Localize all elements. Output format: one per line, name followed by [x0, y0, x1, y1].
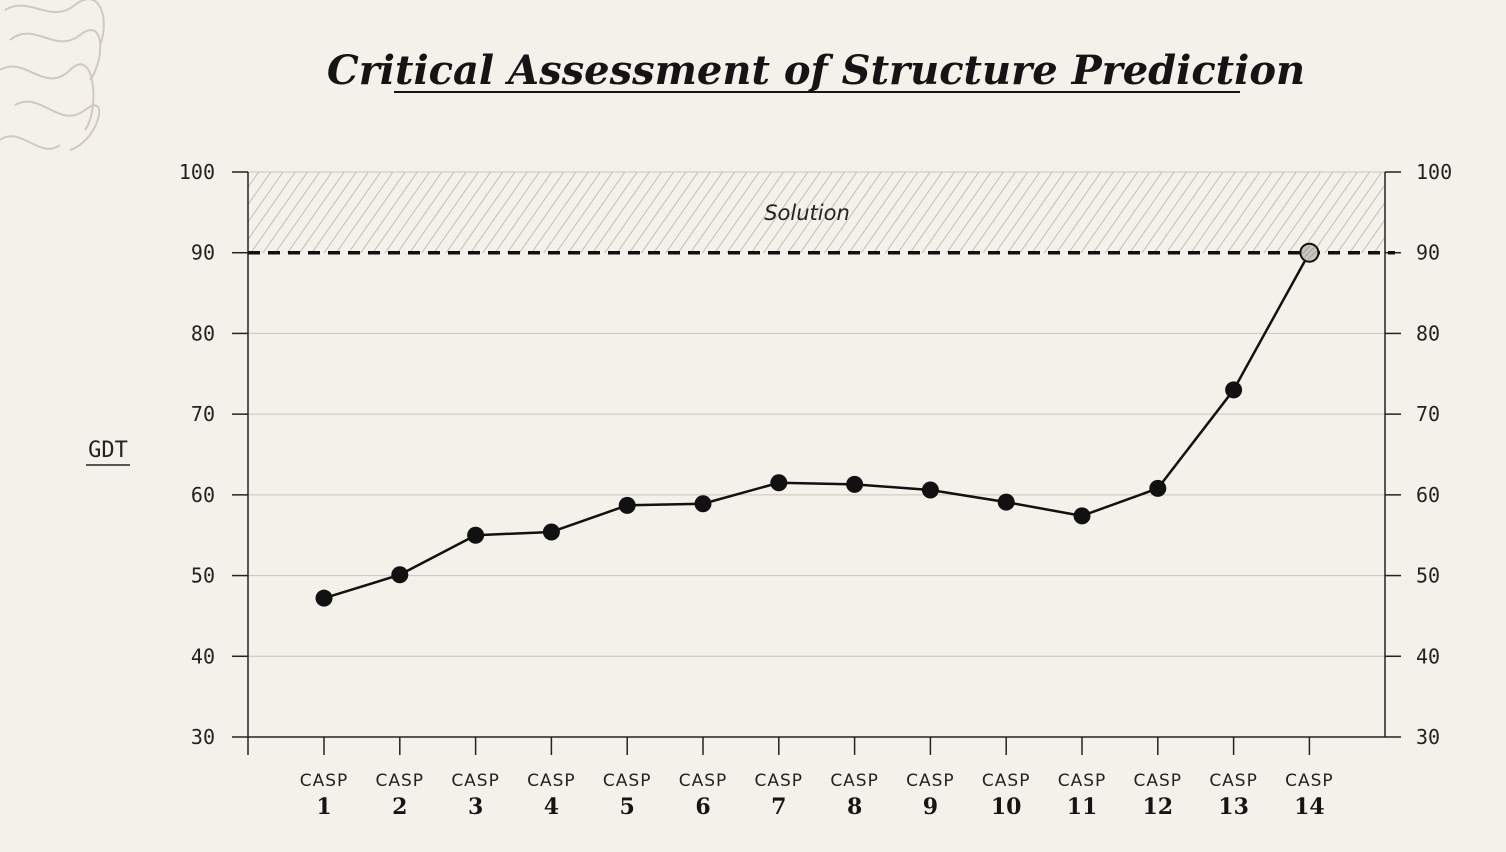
- x-tick-label-prefix-1: CASP: [300, 771, 349, 791]
- data-point-casp-2[interactable]: [391, 566, 409, 584]
- chart-title: Critical Assessment of Structure Predict…: [327, 47, 1305, 94]
- y-tick-label-right-70: 70: [1416, 402, 1440, 426]
- x-tick-label-num-2: 2: [392, 794, 407, 820]
- y-tick-label-left-80: 80: [191, 321, 215, 345]
- y-tick-label-right-100: 100: [1416, 160, 1452, 184]
- y-tick-label-right-40: 40: [1416, 644, 1440, 668]
- data-point-casp-7[interactable]: [770, 474, 788, 492]
- data-point-casp-6[interactable]: [694, 495, 712, 513]
- x-tick-label-num-1: 1: [316, 794, 331, 820]
- data-point-casp-5[interactable]: [618, 496, 636, 514]
- x-tick-label-num-6: 6: [695, 794, 710, 820]
- x-tick-label-prefix-12: CASP: [1134, 771, 1183, 791]
- x-tick-label-prefix-7: CASP: [755, 771, 804, 791]
- y-ticks-right: 100 90 80 70 60 50 40 30: [1385, 160, 1452, 749]
- series-gdt: [315, 242, 1320, 607]
- x-tick-label-num-5: 5: [620, 794, 635, 820]
- x-tick-label-prefix-13: CASP: [1209, 771, 1258, 791]
- y-tick-label-left-40: 40: [191, 644, 215, 668]
- y-tick-label-right-30: 30: [1416, 725, 1440, 749]
- x-tick-label-prefix-5: CASP: [603, 771, 652, 791]
- y-tick-label-left-100: 100: [179, 160, 215, 184]
- y-ticks-left: 100 90 80 70 60 50 40 30: [179, 160, 248, 749]
- y-tick-label-left-50: 50: [191, 564, 215, 588]
- grid-lines: [248, 171, 1385, 738]
- x-tick-label-num-7: 7: [771, 794, 786, 820]
- x-tick-label-prefix-10: CASP: [982, 771, 1031, 791]
- x-tick-label-num-13: 13: [1218, 794, 1249, 820]
- x-ticks: CASP 1 CASP 2 CASP 3 CASP 4 CASP 5 CASP 6 CASP 7 CASP 8…: [300, 737, 1334, 820]
- x-tick-label-prefix-4: CASP: [527, 771, 576, 791]
- series-line: [323, 252, 1311, 600]
- data-point-casp-8[interactable]: [846, 475, 864, 493]
- y-tick-label-left-70: 70: [191, 402, 215, 426]
- y-tick-label-right-90: 90: [1416, 241, 1440, 265]
- data-point-casp-4[interactable]: [542, 523, 560, 541]
- x-tick-label-num-3: 3: [468, 794, 483, 820]
- y-tick-label-left-90: 90: [191, 241, 215, 265]
- x-tick-label-prefix-14: CASP: [1285, 771, 1334, 791]
- solution-label: Solution: [764, 201, 850, 225]
- data-point-casp-10[interactable]: [997, 493, 1015, 511]
- x-tick-label-num-11: 11: [1067, 794, 1098, 820]
- y-tick-label-right-50: 50: [1416, 564, 1440, 588]
- x-tick-label-prefix-6: CASP: [679, 771, 728, 791]
- x-tick-label-num-10: 10: [991, 794, 1022, 820]
- y-axis-label: GDT: [88, 438, 128, 463]
- solution-band: [248, 172, 1385, 253]
- data-point-casp-13[interactable]: [1225, 381, 1243, 399]
- x-tick-label-prefix-2: CASP: [376, 771, 425, 791]
- x-tick-label-num-14: 14: [1294, 794, 1325, 820]
- protein-doodle-icon: [0, 0, 105, 151]
- y-tick-label-right-60: 60: [1416, 483, 1440, 507]
- x-tick-label-num-4: 4: [544, 794, 559, 820]
- x-tick-label-num-9: 9: [923, 794, 938, 820]
- data-point-hatch-casp-14: [1302, 245, 1317, 260]
- x-tick-label-prefix-9: CASP: [906, 771, 955, 791]
- x-tick-label-num-12: 12: [1142, 794, 1173, 820]
- x-tick-label-prefix-11: CASP: [1058, 771, 1107, 791]
- data-point-casp-3[interactable]: [467, 526, 485, 544]
- x-tick-label-prefix-8: CASP: [830, 771, 879, 791]
- data-point-casp-1[interactable]: [315, 589, 333, 607]
- data-point-casp-11[interactable]: [1073, 507, 1091, 525]
- y-tick-label-left-30: 30: [191, 725, 215, 749]
- x-tick-label-prefix-3: CASP: [451, 771, 500, 791]
- y-tick-label-left-60: 60: [191, 483, 215, 507]
- y-tick-label-right-80: 80: [1416, 321, 1440, 345]
- axes: [247, 172, 1386, 755]
- data-point-casp-12[interactable]: [1149, 479, 1167, 497]
- x-tick-label-num-8: 8: [847, 794, 862, 820]
- data-point-casp-9[interactable]: [921, 481, 939, 499]
